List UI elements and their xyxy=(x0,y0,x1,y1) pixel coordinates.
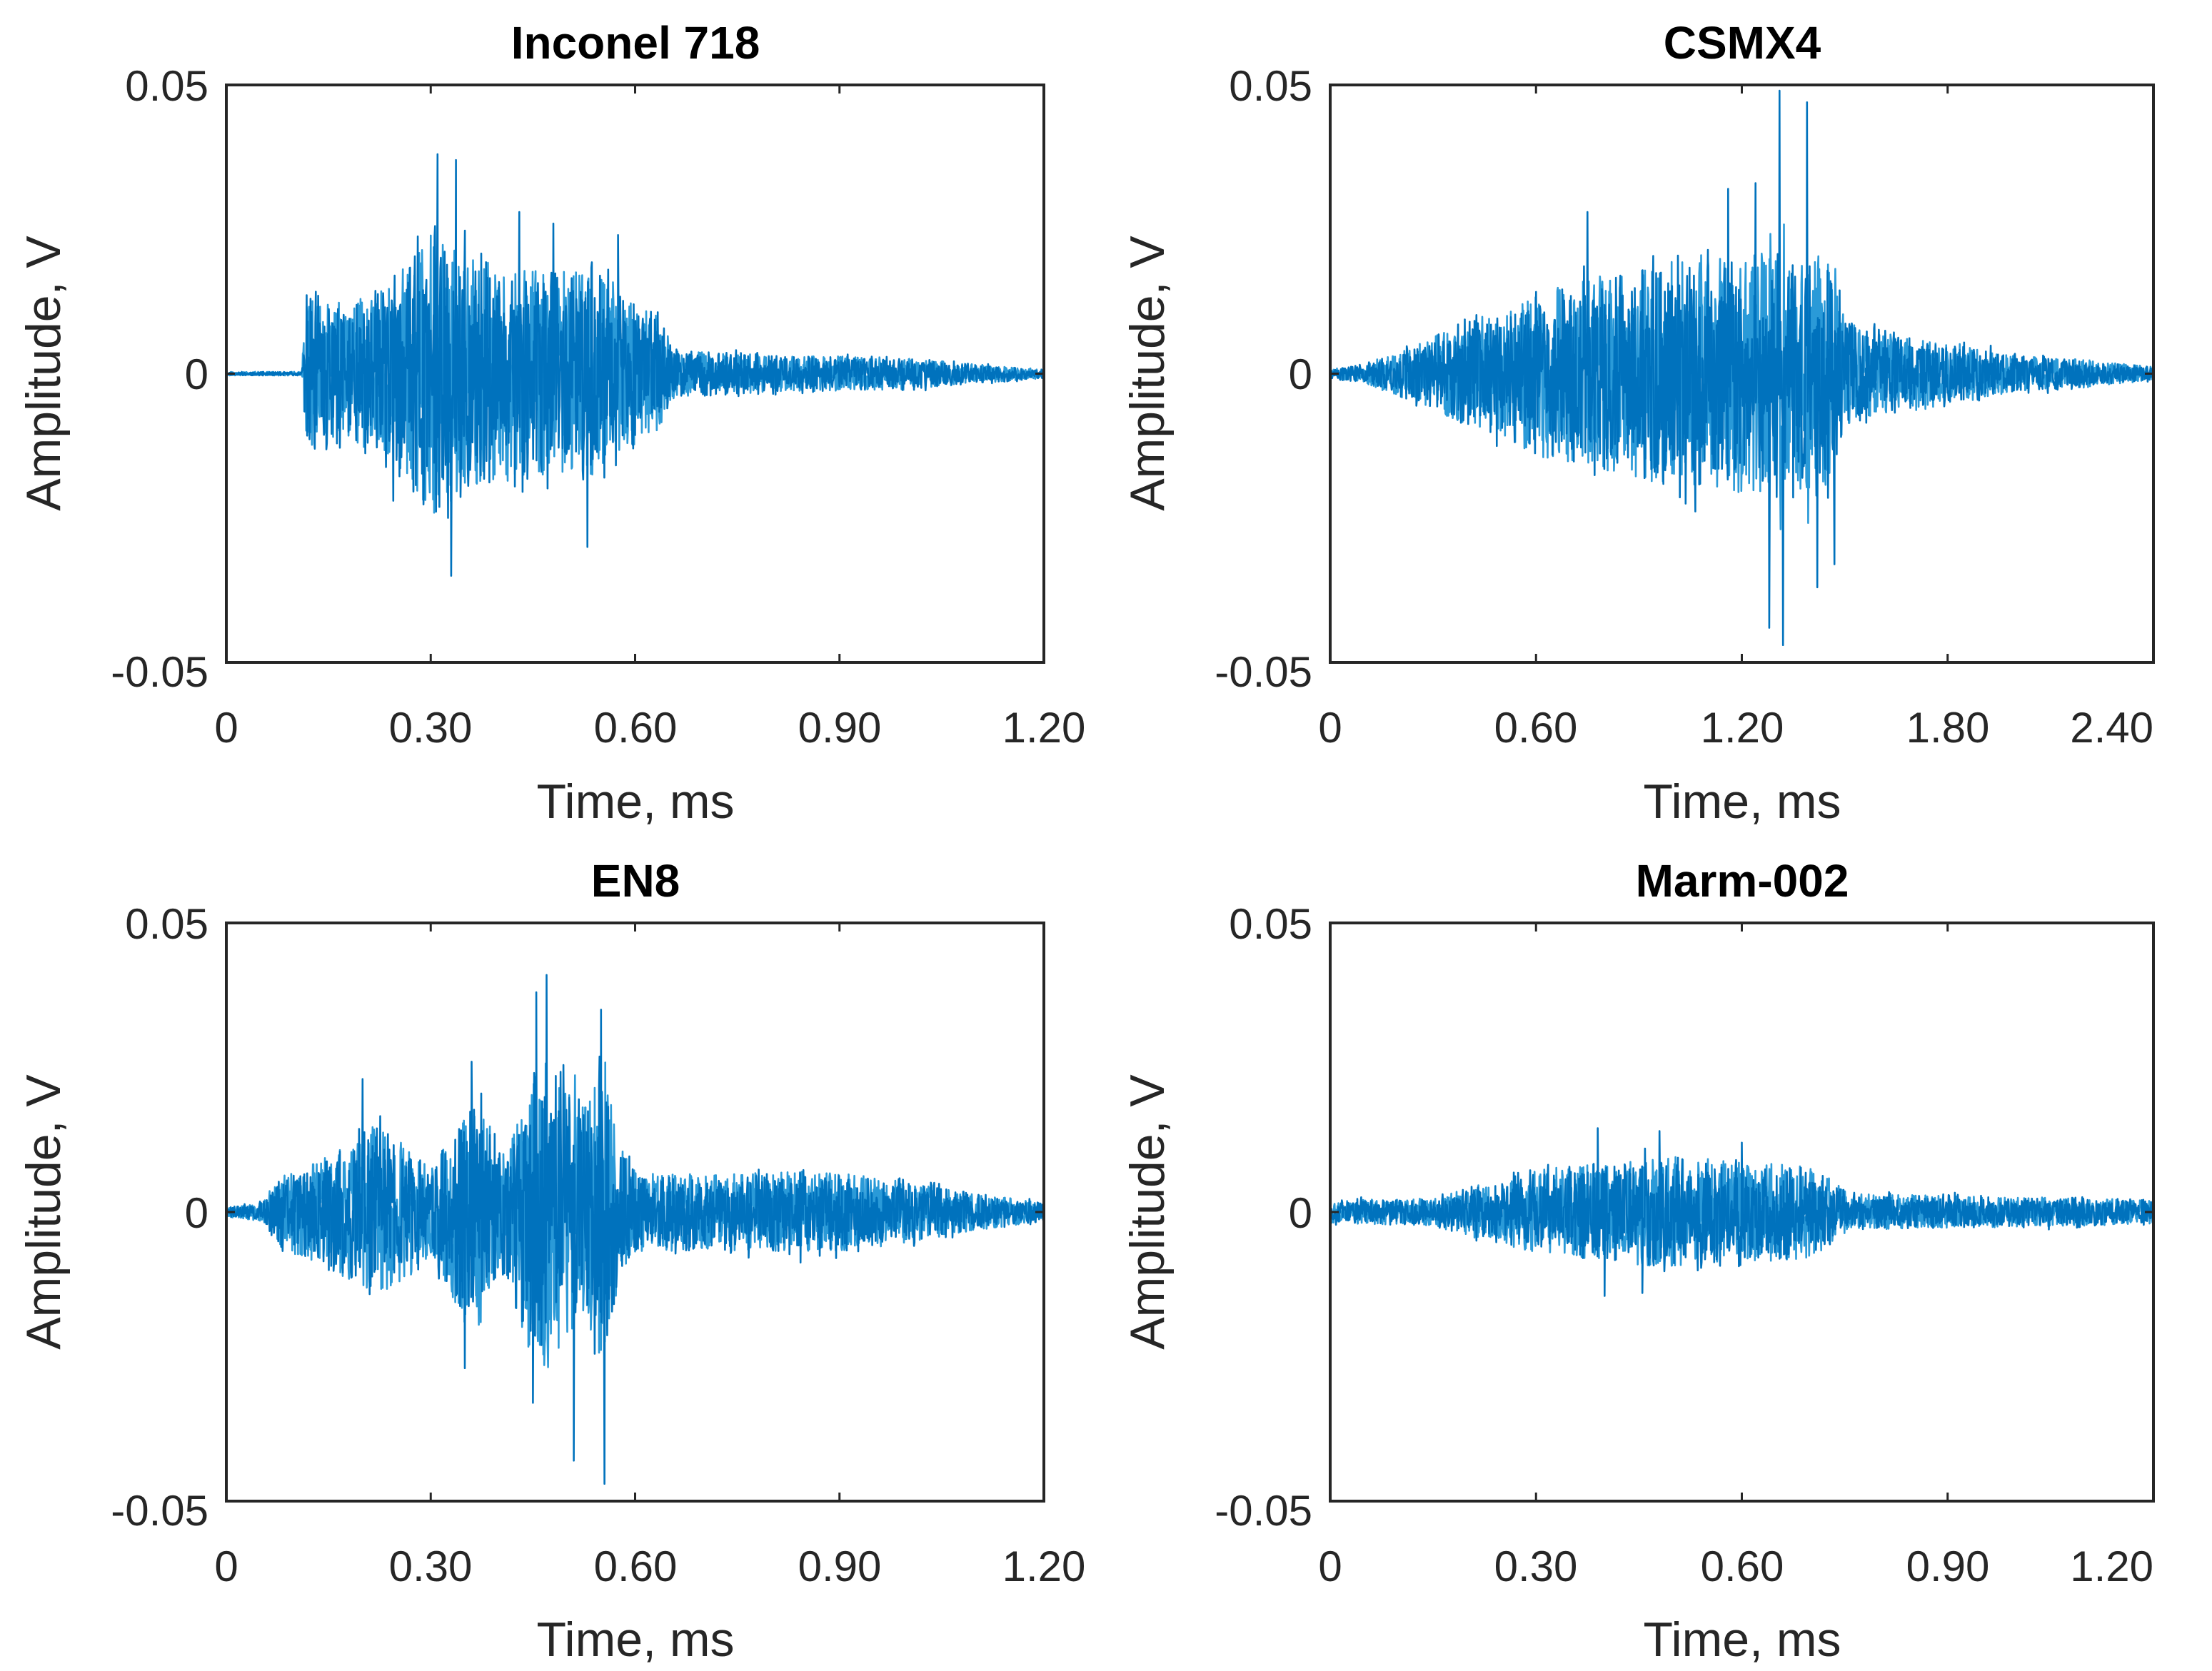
signal-line xyxy=(226,974,1045,1485)
y-tick-label: 0 xyxy=(1289,350,1312,398)
y-tick-label: -0.05 xyxy=(111,648,208,696)
y-axis: 0.05 0 -0.05 xyxy=(111,900,208,1535)
x-tick-label: 0.60 xyxy=(1494,704,1578,752)
x-axis-label: Time, ms xyxy=(536,1612,734,1667)
x-axis: 0 0.30 0.60 0.90 1.20 xyxy=(1318,1543,2153,1590)
x-axis-label: Time, ms xyxy=(1643,1612,1841,1667)
y-axis-label: Amplitude, V xyxy=(16,236,71,511)
y-tick-label: 0.05 xyxy=(1229,62,1312,110)
signal-traces xyxy=(1329,1127,2155,1297)
x-tick-label: 1.20 xyxy=(2070,1543,2153,1590)
y-tick-label: -0.05 xyxy=(111,1487,208,1535)
signal-traces xyxy=(225,974,1045,1485)
panel-en8: EN8 0.05 0 -0.05 0 0.30 0.60 0.90 1.20 T… xyxy=(16,855,1085,1667)
panel-inconel-718: Inconel 718 0.05 0 -0.05 0 0.30 0.60 0.9… xyxy=(16,17,1085,829)
x-axis: 0 0.30 0.60 0.90 1.20 xyxy=(214,704,1085,752)
y-axis-label: Amplitude, V xyxy=(16,1074,71,1350)
y-tick-label: -0.05 xyxy=(1215,1487,1312,1535)
x-tick-label: 0.60 xyxy=(594,1543,678,1590)
x-tick-label: 1.20 xyxy=(1002,1543,1086,1590)
chart-title: CSMX4 xyxy=(1664,17,1821,69)
x-tick-label: 1.80 xyxy=(1906,704,1990,752)
x-axis: 0 0.30 0.60 0.90 1.20 xyxy=(214,1543,1085,1590)
x-tick-label: 0 xyxy=(214,704,238,752)
x-axis-label: Time, ms xyxy=(1643,774,1841,829)
panel-marm-002: Marm-002 0.05 0 -0.05 0 0.30 0.60 0.90 1… xyxy=(1120,855,2155,1667)
y-tick-label: 0 xyxy=(185,350,208,398)
y-tick-label: 0.05 xyxy=(1229,900,1312,948)
x-tick-label: 0.90 xyxy=(798,704,882,752)
signal-line xyxy=(1329,89,2155,646)
plot-area xyxy=(1329,922,2155,1503)
signal-line xyxy=(1329,1127,2155,1297)
chart-title: Marm-002 xyxy=(1636,855,1849,907)
y-axis-label: Amplitude, V xyxy=(1120,236,1175,511)
x-axis-label: Time, ms xyxy=(536,774,734,829)
panel-csmx4: CSMX4 0.05 0 -0.05 0 0.60 1.20 1.80 2.40… xyxy=(1120,17,2155,829)
x-tick-label: 0.60 xyxy=(594,704,678,752)
x-tick-label: 0 xyxy=(1318,704,1342,752)
y-axis: 0.05 0 -0.05 xyxy=(111,62,208,696)
x-tick-label: 0.90 xyxy=(1906,1543,1990,1590)
y-tick-label: 0.05 xyxy=(125,62,208,110)
x-tick-label: 2.40 xyxy=(2070,704,2153,752)
y-tick-label: 0.05 xyxy=(125,900,208,948)
y-tick-label: 0 xyxy=(185,1189,208,1237)
y-axis: 0.05 0 -0.05 xyxy=(1215,900,1312,1535)
x-tick-label: 0.90 xyxy=(798,1543,882,1590)
plot-area xyxy=(225,922,1045,1503)
signal-traces xyxy=(1329,89,2155,646)
x-tick-label: 0 xyxy=(1318,1543,1342,1590)
y-tick-label: 0 xyxy=(1289,1189,1312,1237)
y-tick-label: -0.05 xyxy=(1215,648,1312,696)
x-tick-label: 0.30 xyxy=(389,704,473,752)
x-tick-label: 0.30 xyxy=(1494,1543,1578,1590)
x-tick-label: 0.60 xyxy=(1701,1543,1784,1590)
x-tick-label: 0.30 xyxy=(389,1543,473,1590)
chart-title: EN8 xyxy=(591,855,680,907)
plot-area xyxy=(1329,84,2155,664)
signal-line xyxy=(225,153,1045,577)
x-tick-label: 1.20 xyxy=(1701,704,1784,752)
chart-title: Inconel 718 xyxy=(511,17,760,69)
plot-area xyxy=(225,84,1045,664)
x-axis: 0 0.60 1.20 1.80 2.40 xyxy=(1318,704,2153,752)
y-axis: 0.05 0 -0.05 xyxy=(1215,62,1312,696)
x-tick-label: 0 xyxy=(214,1543,238,1590)
signal-traces xyxy=(225,153,1045,577)
x-tick-label: 1.20 xyxy=(1002,704,1086,752)
y-axis-label: Amplitude, V xyxy=(1120,1074,1175,1350)
